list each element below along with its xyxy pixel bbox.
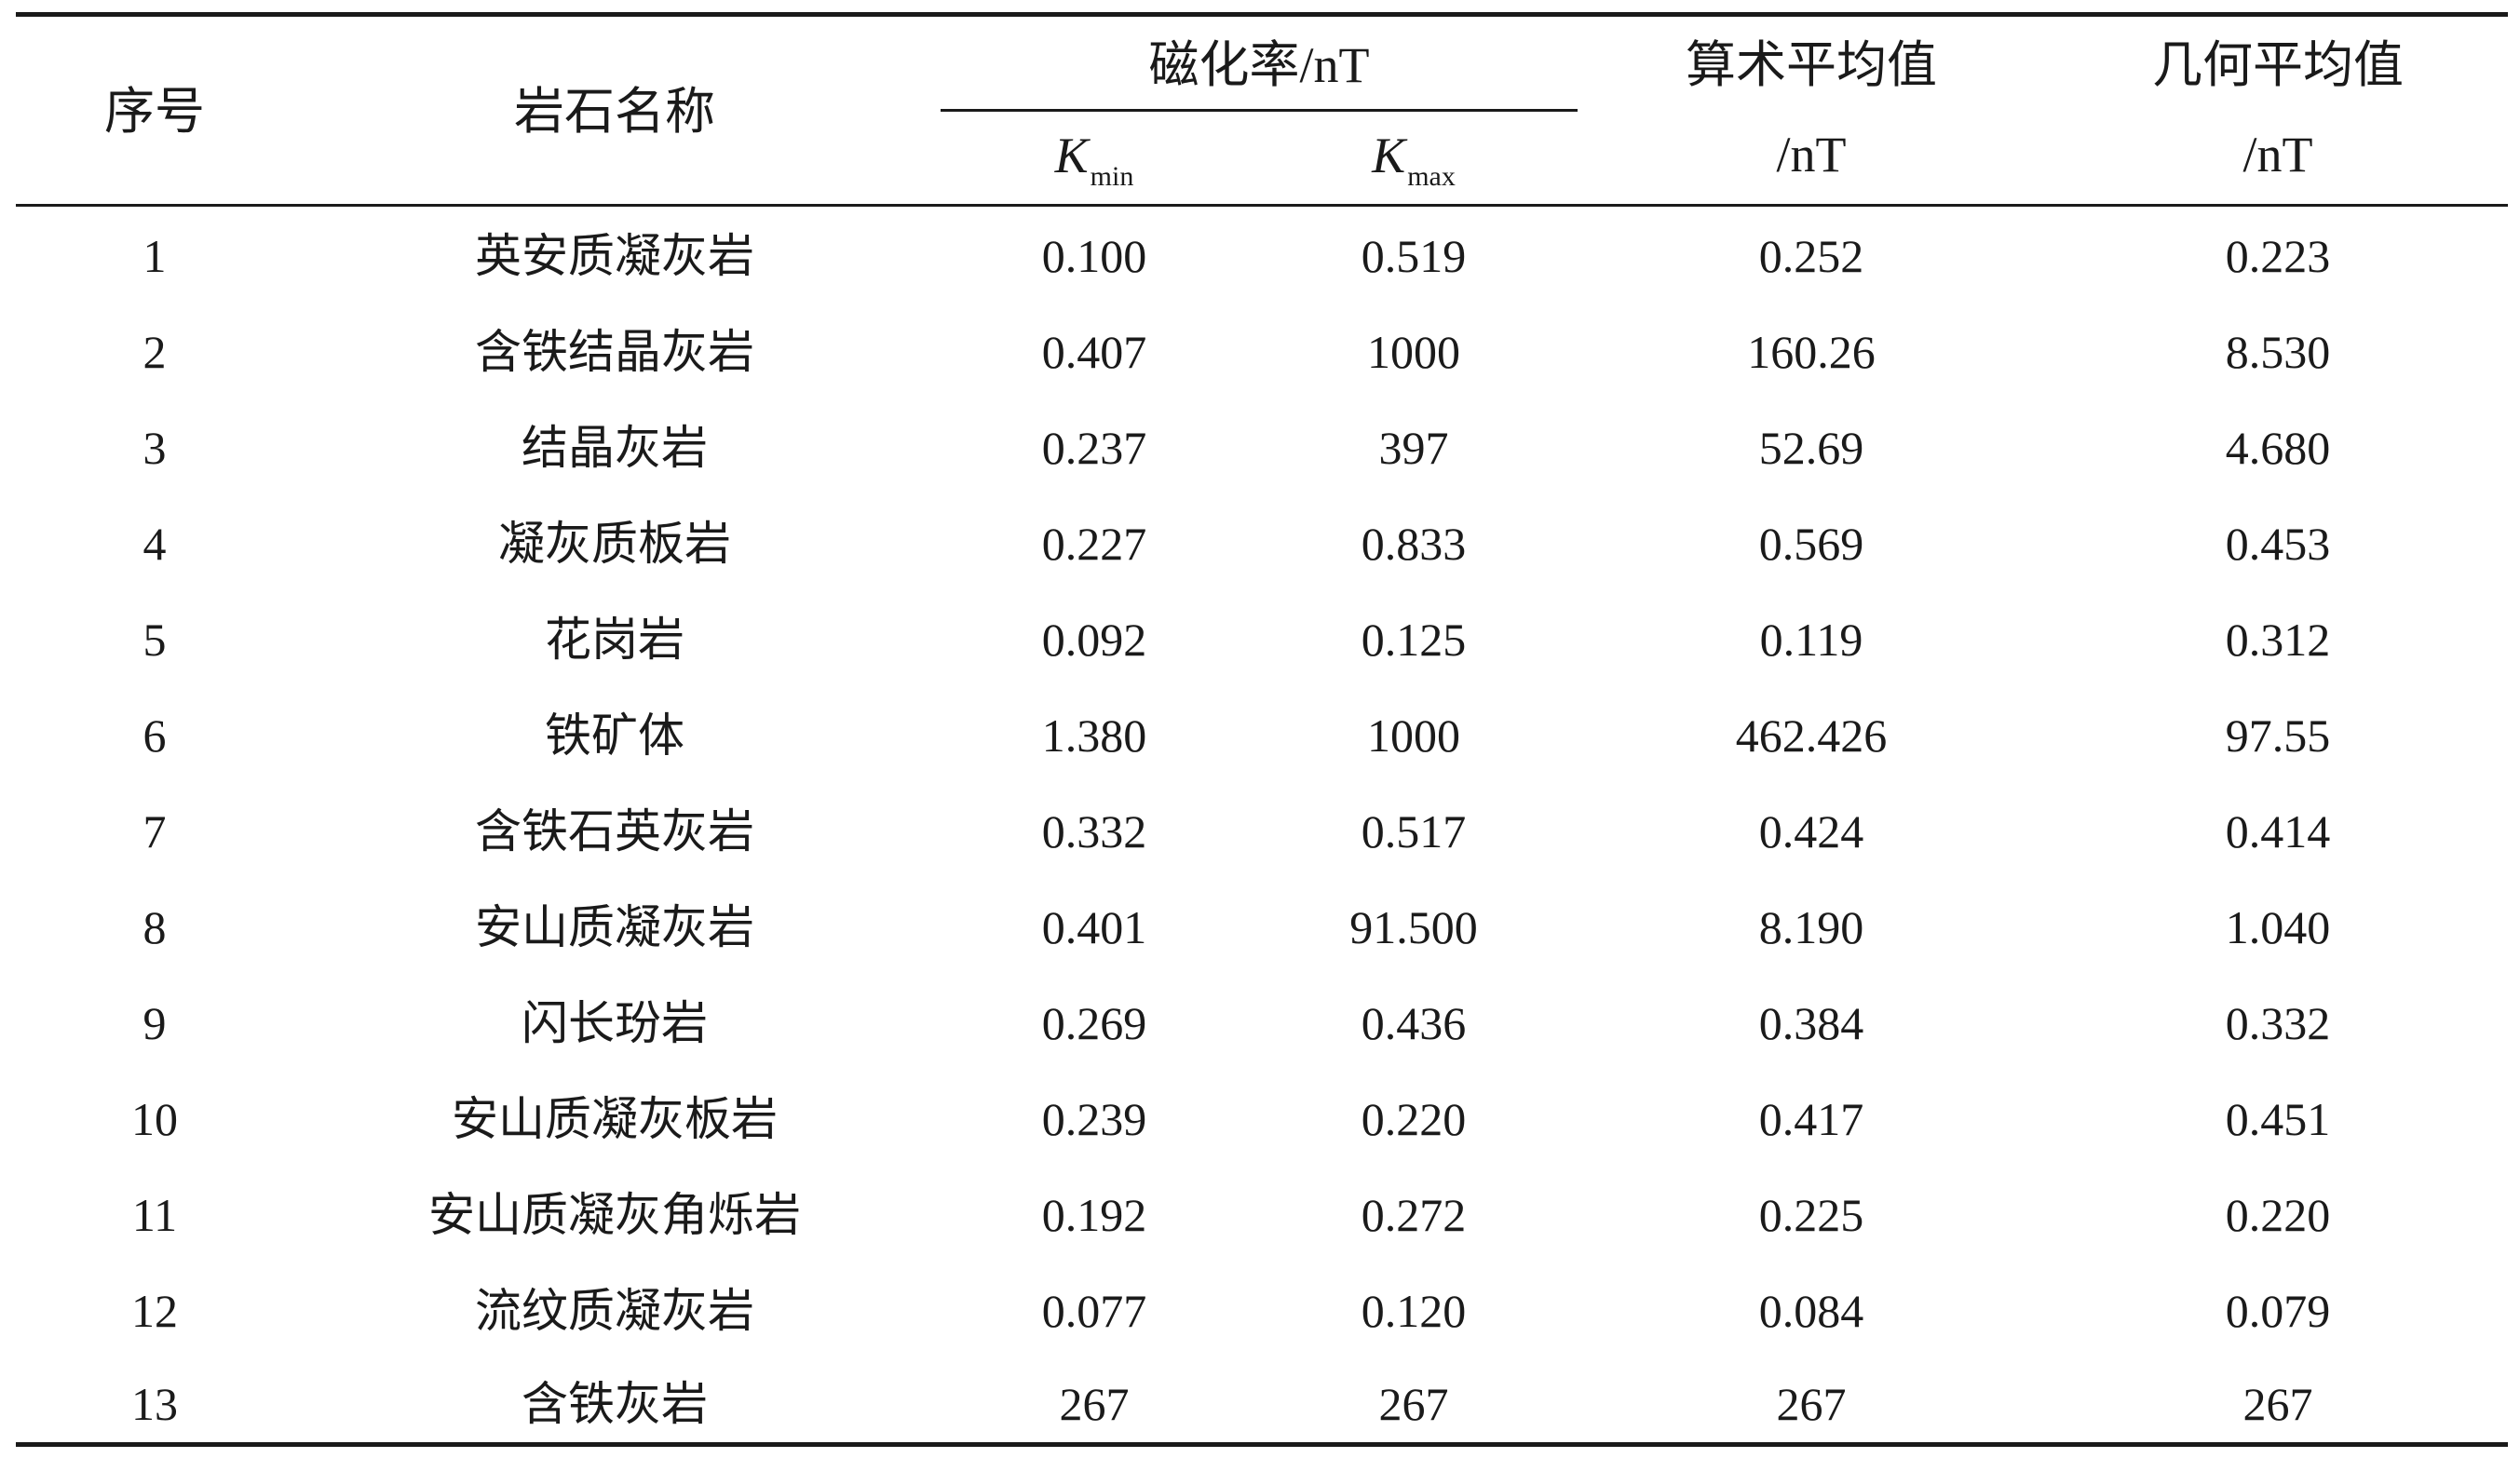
cell-kmax: 0.120 [1361, 1285, 1467, 1337]
cell-rock-name: 铁矿体 [545, 709, 684, 762]
cell-kmax: 1000 [1367, 326, 1460, 378]
cell-rock-name: 含铁结晶灰岩 [475, 326, 754, 378]
cell-index: 11 [131, 1189, 178, 1241]
cell-index: 5 [142, 614, 167, 666]
cell-arith-mean: 267 [1776, 1378, 1847, 1430]
cell-kmax: 0.519 [1361, 230, 1467, 282]
cell-kmax: 0.436 [1361, 997, 1467, 1049]
header-bottom-rule [16, 204, 2508, 207]
cell-arith-mean: 462.426 [1735, 709, 1888, 762]
header-susceptibility: 磁化率/nT [1148, 37, 1370, 93]
cell-geo-mean: 0.223 [2225, 230, 2331, 282]
group-header-rule [941, 109, 1578, 112]
cell-kmin: 267 [1059, 1378, 1130, 1430]
cell-geo-mean: 4.680 [2225, 422, 2331, 474]
cell-index: 13 [131, 1378, 178, 1430]
header-rock-name: 岩石名称 [514, 84, 715, 140]
cell-arith-mean: 0.384 [1758, 997, 1864, 1049]
cell-kmax: 267 [1378, 1378, 1449, 1430]
cell-index: 8 [142, 901, 167, 953]
cell-kmin: 0.227 [1041, 518, 1147, 570]
cell-geo-mean: 0.332 [2225, 997, 2331, 1049]
cell-geo-mean: 97.55 [2225, 709, 2331, 762]
cell-arith-mean: 8.190 [1758, 901, 1864, 953]
cell-arith-mean: 0.119 [1759, 614, 1863, 666]
cell-arith-mean: 52.69 [1758, 422, 1864, 474]
cell-arith-mean: 0.252 [1758, 230, 1864, 282]
header-kmin: Kmin [1055, 130, 1134, 191]
cell-kmin: 0.239 [1041, 1093, 1147, 1145]
cell-geo-mean: 0.079 [2225, 1285, 2331, 1337]
cell-geo-mean: 1.040 [2225, 901, 2331, 953]
cell-kmin: 0.100 [1041, 230, 1147, 282]
cell-index: 4 [142, 518, 167, 570]
cell-kmax: 0.272 [1361, 1189, 1467, 1241]
cell-kmax: 0.517 [1361, 805, 1467, 857]
cell-geo-mean: 267 [2242, 1378, 2313, 1430]
cell-kmin: 0.269 [1041, 997, 1147, 1049]
cell-kmin: 1.380 [1041, 709, 1147, 762]
cell-rock-name: 安山质凝灰岩 [475, 901, 754, 953]
cell-kmax: 0.125 [1361, 614, 1467, 666]
cell-arith-mean: 0.084 [1758, 1285, 1864, 1337]
cell-index: 1 [142, 230, 167, 282]
cell-kmin: 0.077 [1041, 1285, 1147, 1337]
cell-index: 3 [142, 422, 167, 474]
cell-index: 12 [131, 1285, 178, 1337]
header-kmin-symbol: K [1054, 127, 1089, 183]
cell-arith-mean: 160.26 [1747, 326, 1876, 378]
cell-kmax: 91.500 [1349, 901, 1478, 953]
cell-geo-mean: 0.312 [2225, 614, 2331, 666]
cell-rock-name: 英安质凝灰岩 [475, 230, 754, 282]
header-geo-unit: /nT [2242, 127, 2313, 182]
cell-kmax: 0.833 [1361, 518, 1467, 570]
cell-index: 2 [142, 326, 167, 378]
cell-kmax: 0.220 [1361, 1093, 1467, 1145]
cell-arith-mean: 0.417 [1758, 1093, 1864, 1145]
cell-rock-name: 含铁灰岩 [522, 1378, 708, 1430]
header-arith-unit: /nT [1776, 127, 1847, 182]
cell-kmax: 397 [1378, 422, 1449, 474]
cell-arith-mean: 0.569 [1758, 518, 1864, 570]
cell-geo-mean: 0.451 [2225, 1093, 2331, 1145]
cell-rock-name: 结晶灰岩 [522, 422, 708, 474]
cell-rock-name: 安山质凝灰板岩 [452, 1093, 778, 1145]
cell-index: 7 [142, 805, 167, 857]
header-arith-mean: 算术平均值 [1686, 37, 1937, 93]
cell-rock-name: 凝灰质板岩 [498, 518, 731, 570]
header-index: 序号 [104, 84, 205, 140]
header-kmax-subscript: max [1407, 160, 1456, 192]
table-bottom-rule [16, 1442, 2508, 1447]
cell-kmax: 1000 [1367, 709, 1460, 762]
table-top-rule [16, 12, 2508, 17]
cell-kmin: 0.407 [1041, 326, 1147, 378]
cell-index: 10 [131, 1093, 178, 1145]
cell-arith-mean: 0.225 [1758, 1189, 1864, 1241]
header-kmax: Kmax [1372, 130, 1456, 191]
header-geo-mean: 几何平均值 [2152, 37, 2404, 93]
cell-rock-name: 流纹质凝灰岩 [475, 1285, 754, 1337]
cell-kmin: 0.401 [1041, 901, 1147, 953]
cell-rock-name: 闪长玢岩 [522, 997, 708, 1049]
cell-rock-name: 安山质凝灰角烁岩 [428, 1189, 801, 1241]
cell-rock-name: 含铁石英灰岩 [475, 805, 754, 857]
header-kmin-subscript: min [1090, 160, 1134, 192]
cell-kmin: 0.192 [1041, 1189, 1147, 1241]
cell-index: 9 [142, 997, 167, 1049]
cell-arith-mean: 0.424 [1758, 805, 1864, 857]
cell-kmin: 0.092 [1041, 614, 1147, 666]
cell-geo-mean: 0.220 [2225, 1189, 2331, 1241]
cell-geo-mean: 0.414 [2225, 805, 2331, 857]
cell-geo-mean: 8.530 [2225, 326, 2331, 378]
header-kmax-symbol: K [1372, 127, 1406, 183]
cell-kmin: 0.237 [1041, 422, 1147, 474]
cell-geo-mean: 0.453 [2225, 518, 2331, 570]
cell-rock-name: 花岗岩 [545, 614, 684, 666]
cell-kmin: 0.332 [1041, 805, 1147, 857]
cell-index: 6 [142, 709, 167, 762]
